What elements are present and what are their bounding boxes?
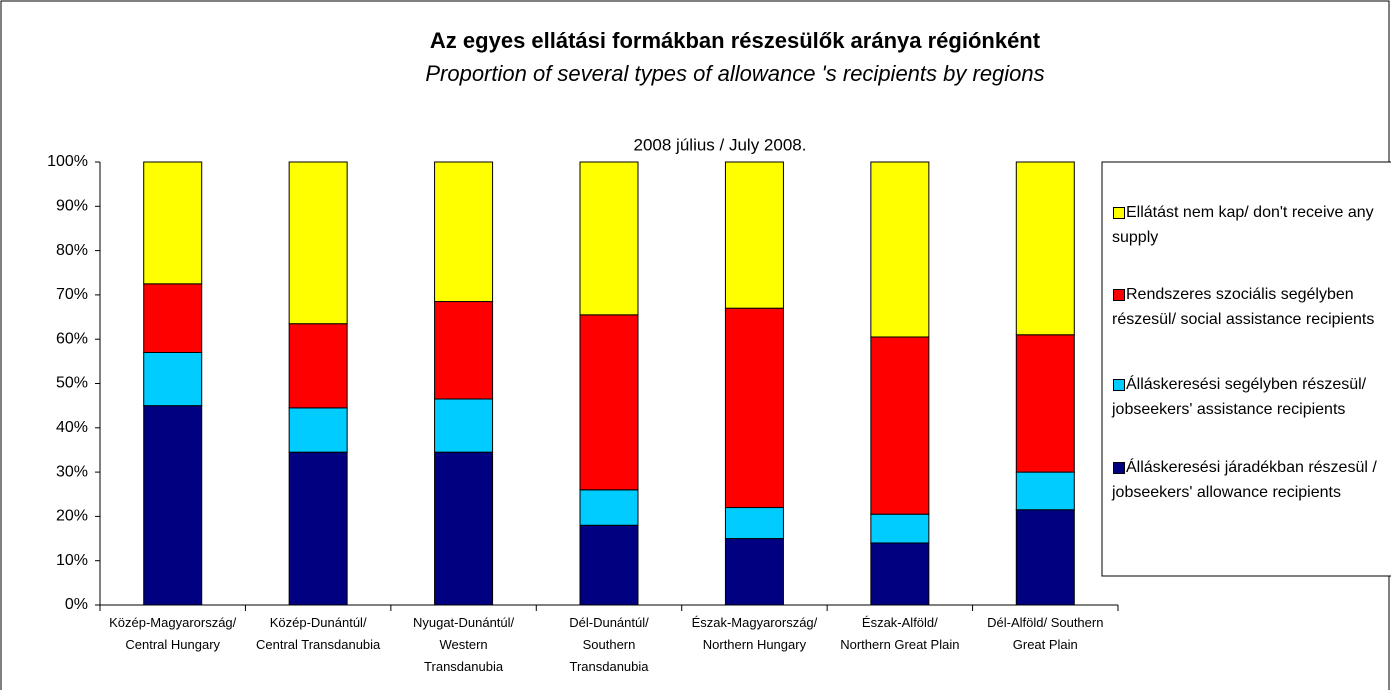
bar-segment [288,407,348,453]
y-tick-label: 70% [56,286,88,303]
bar-segment [870,336,930,515]
bar-segment [143,283,203,353]
bar-segment [288,161,348,325]
bar-segment [143,161,203,285]
y-tick-label: 0% [65,596,88,613]
bar-segment [579,489,639,526]
legend-swatch [1113,379,1125,391]
y-tick-label: 90% [56,198,88,215]
bar-segment [870,513,930,544]
legend-label: Álláskeresési segélyben részesül/ jobsee… [1112,376,1367,418]
y-tick-label: 20% [56,508,88,525]
bar-segment [724,538,784,606]
y-tick-label: 30% [56,463,88,480]
chart-date: 2008 július / July 2008. [634,135,807,154]
y-tick-label: 100% [47,153,88,170]
legend-label: Rendszeres szociális segélyben részesül/… [1112,286,1375,328]
bar-segment [434,398,494,453]
x-tick-label: Észak-Magyarország/ Northern Hungary [691,615,818,652]
y-tick-label: 40% [56,419,88,436]
chart-subtitle: Proportion of several types of allowance… [425,61,1044,86]
bar-segment [870,542,930,606]
legend-label: Ellátást nem kap/ don't receive any supp… [1112,204,1374,246]
x-tick-label: Közép-Dunántúl/ Central Transdanubia [255,615,381,652]
x-tick-label: Nyugat-Dunántúl/ Western Transdanubia [412,615,515,674]
bar-segment [143,351,203,407]
y-tick-label: 50% [56,375,88,392]
bar-segment [579,524,639,606]
bar-segment [724,507,784,540]
bar-segment [724,307,784,509]
x-tick-label: Közép-Magyarország/ Central Hungary [109,615,237,652]
y-tick-label: 60% [56,330,88,347]
bar-segment [579,161,639,316]
legend-swatch [1113,207,1125,219]
bar-segment [143,405,203,606]
bar-segment [434,161,494,303]
bar-segment [1015,161,1075,336]
bar-segment [1015,509,1075,606]
bar-segment [724,161,784,309]
y-tick-label: 10% [56,552,88,569]
legend-swatch [1113,289,1125,301]
x-tick-label: Észak-Alföld/ Northern Great Plain [840,615,960,652]
bar-segment [434,451,494,606]
bar-segment [288,451,348,606]
chart-title: Az egyes ellátási formákban részesülők a… [430,28,1041,53]
bar-segment [288,323,348,409]
bar-segment [1015,471,1075,511]
bar-segment [434,301,494,400]
legend-label: Álláskeresési járadékban részesül / jobs… [1112,459,1377,501]
bar-segment [870,161,930,338]
y-tick-label: 80% [56,242,88,259]
x-tick-label: Dél-Alföld/ Southern Great Plain [987,615,1104,652]
legend-box [1101,161,1391,577]
bar-segment [579,314,639,491]
legend-swatch [1113,462,1125,474]
bar-segment [1015,334,1075,473]
x-tick-label: Dél-Dunántúl/ Southern Transdanubia [569,615,649,674]
